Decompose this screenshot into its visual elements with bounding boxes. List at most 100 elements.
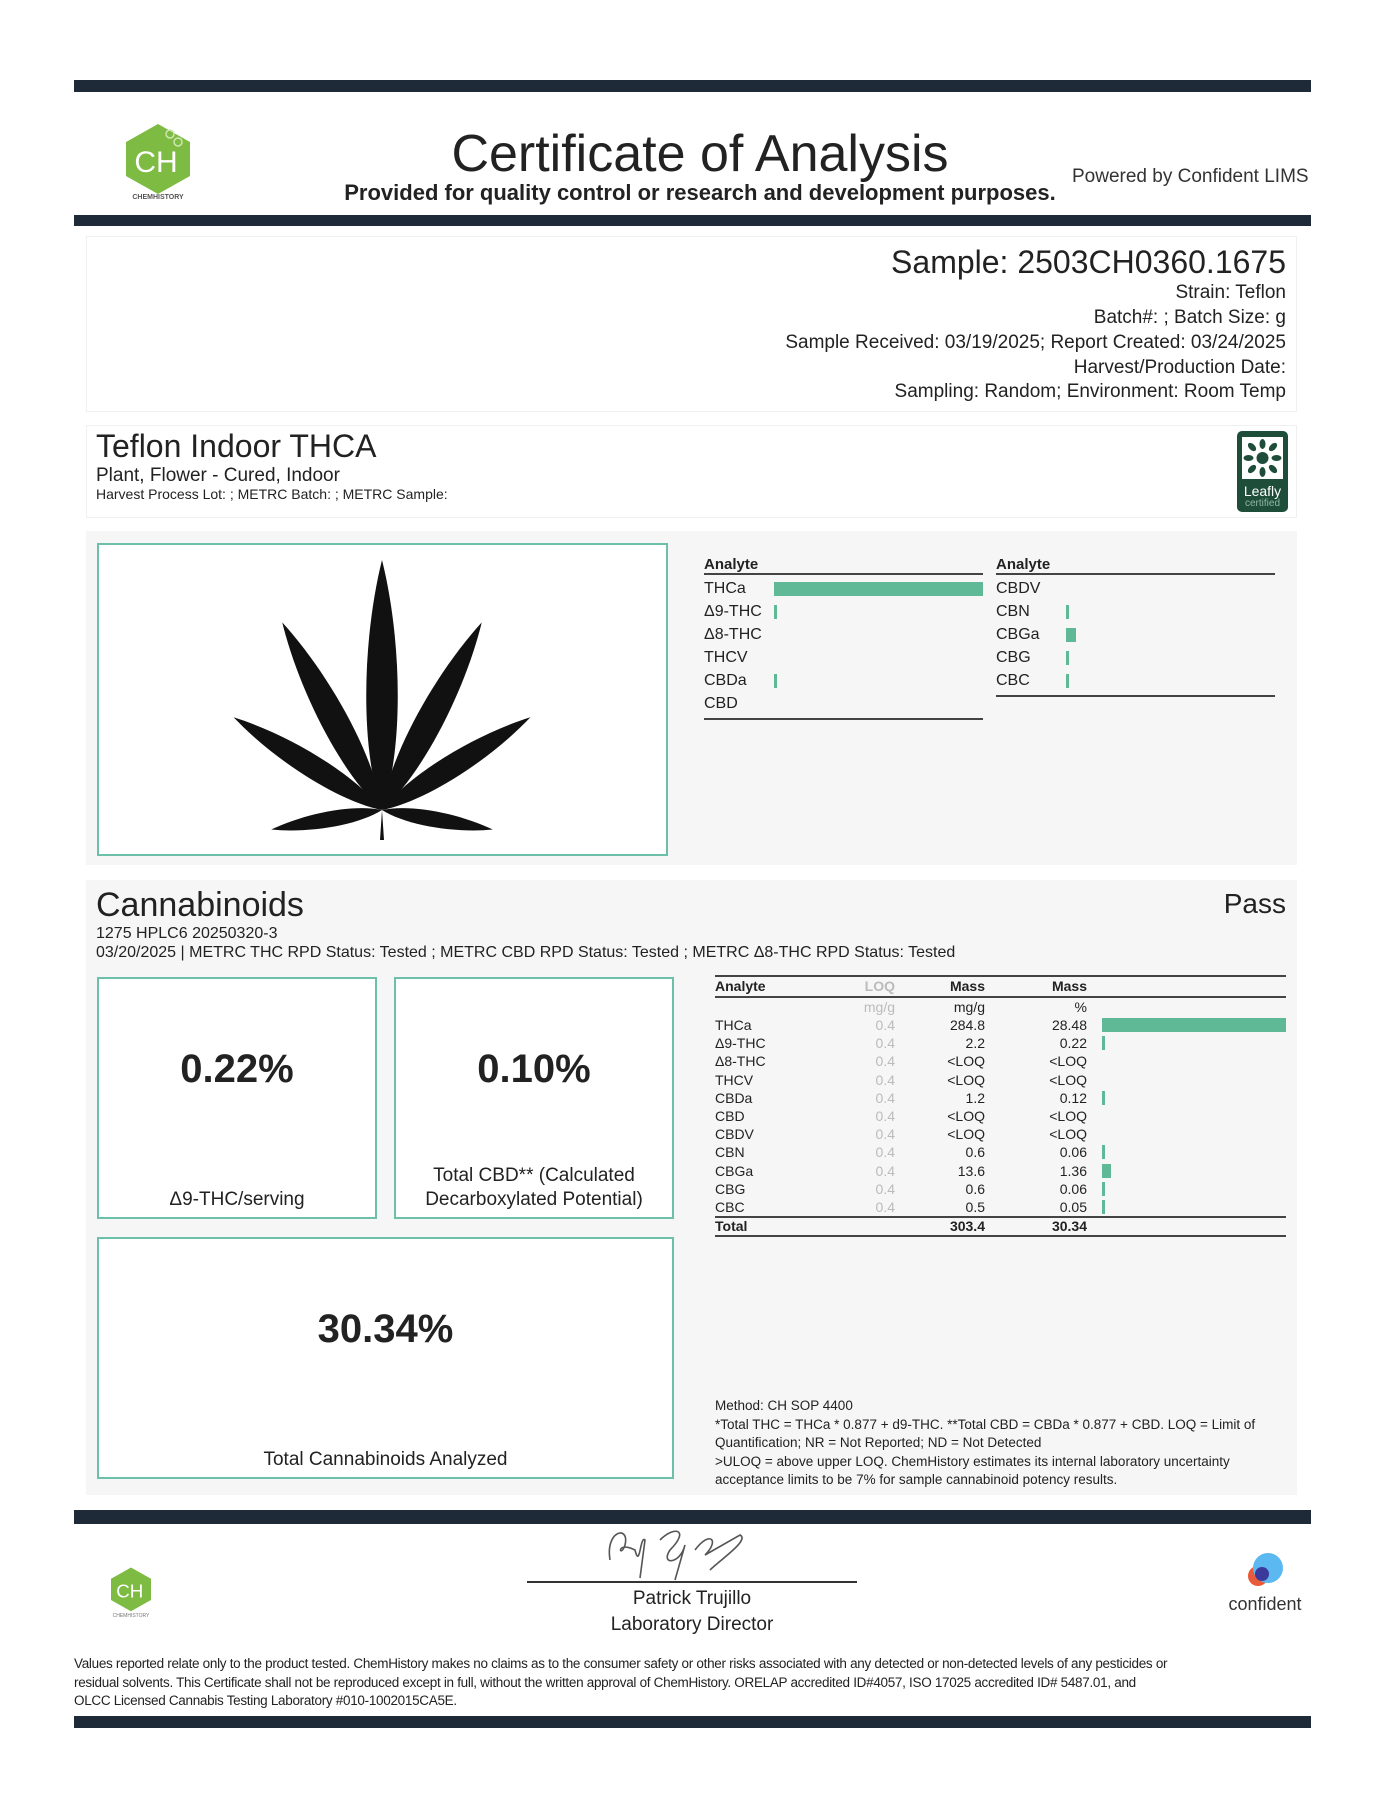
table-cell: 0.4 bbox=[875, 1071, 895, 1088]
leafly-sun-icon bbox=[1242, 437, 1283, 479]
table-cell: Δ8-THC bbox=[715, 1053, 766, 1070]
confident-logo: confident bbox=[1220, 1548, 1310, 1618]
total-cbd-box: 0.10% Total CBD** (Calculated Decarboxyl… bbox=[394, 977, 674, 1219]
hexagon-logo-icon: CH bbox=[126, 124, 190, 194]
table-cell: 303.4 bbox=[949, 1218, 985, 1234]
table-row: CBGa 0.4 13.6 1.36 bbox=[715, 1162, 1286, 1180]
table-cell: <LOQ bbox=[1049, 1053, 1087, 1070]
disclaimer-line: Values reported relate only to the produ… bbox=[74, 1656, 1168, 1671]
table-cell: 0.4 bbox=[875, 1035, 895, 1052]
table-cell: <LOQ bbox=[947, 1071, 985, 1088]
disclaimer-line: residual solvents. This Certificate shal… bbox=[74, 1674, 1136, 1690]
analyte-name: CBG bbox=[996, 649, 1031, 666]
leaflet bbox=[271, 808, 382, 831]
d9-thc-serving-label: Δ9-THC/serving bbox=[169, 1189, 305, 1210]
rpd-status-line: 03/20/2025 | METRC THC RPD Status: Teste… bbox=[96, 944, 956, 961]
product-name: Teflon Indoor THCA bbox=[96, 428, 377, 464]
d9-thc-serving-box: 0.22% Δ9-THC/serving bbox=[97, 977, 377, 1219]
summary-row: CBDV bbox=[996, 578, 1275, 600]
table-cell: CBN bbox=[715, 1144, 745, 1161]
table-top-rule bbox=[715, 975, 1286, 977]
analyte-bar bbox=[774, 582, 983, 596]
table-cell: 1.2 bbox=[965, 1089, 985, 1106]
logo-caption: CHEMHISTORY bbox=[112, 1613, 150, 1619]
table-cell: CBD bbox=[715, 1108, 745, 1124]
table-units: mg/g mg/g% bbox=[715, 998, 1286, 1016]
table-row: CBC 0.4 0.5 0.05 bbox=[715, 1198, 1286, 1216]
table-cell: 0.4 bbox=[875, 1017, 895, 1033]
harvest-date: Harvest/Production Date: bbox=[1073, 357, 1286, 378]
mass-bar bbox=[1102, 1163, 1111, 1178]
cannabis-leaf-icon bbox=[233, 560, 531, 840]
summary-row: CBN bbox=[996, 601, 1275, 623]
table-header: Analyte LOQ Mass Mass bbox=[715, 977, 1286, 995]
mass-bar bbox=[1102, 1018, 1286, 1032]
table-total-row: Total 303.4 30.34 bbox=[715, 1217, 1286, 1235]
footer-rule bbox=[74, 1510, 1311, 1524]
sample-strain: Strain: Teflon bbox=[1175, 282, 1286, 303]
note-line: acceptance limits to be 7% for sample ca… bbox=[715, 1472, 1118, 1487]
leaflet bbox=[366, 560, 398, 810]
table-row: CBN 0.4 0.6 0.06 bbox=[715, 1143, 1286, 1161]
summary-row: THCa bbox=[704, 578, 983, 600]
table-cell: 0.4 bbox=[875, 1180, 895, 1197]
analyte-bar bbox=[1066, 651, 1069, 665]
divider bbox=[996, 695, 1275, 697]
table-cell: CBG bbox=[715, 1180, 746, 1197]
signature-line bbox=[527, 1581, 857, 1583]
table-cell: 0.06 bbox=[1059, 1144, 1087, 1161]
summary-row: THCV bbox=[704, 647, 983, 669]
table-cell: 0.4 bbox=[875, 1053, 895, 1070]
mass-bar bbox=[1102, 1200, 1105, 1214]
table-cell: 0.5 bbox=[965, 1199, 985, 1215]
table-cell: 0.4 bbox=[875, 1144, 895, 1161]
svg-text:CH: CH bbox=[134, 146, 177, 179]
leaflet bbox=[233, 717, 382, 810]
leaflet bbox=[382, 717, 531, 810]
table-cell: <LOQ bbox=[1049, 1126, 1087, 1143]
page-title: Certificate of Analysis bbox=[451, 125, 949, 183]
table-cell: Mass bbox=[949, 978, 985, 994]
table-row: THCa 0.4 284.8 28.48 bbox=[715, 1016, 1286, 1034]
mass-bar bbox=[1102, 1036, 1105, 1051]
summary-row: CBD bbox=[704, 693, 983, 715]
footer-chemhistory-logo: CH CHEMHISTORY bbox=[106, 1565, 156, 1620]
total-cbd-label-1: Total CBD** (Calculated bbox=[433, 1165, 635, 1186]
confident-wordmark: confident bbox=[1228, 1594, 1302, 1614]
table-cell: THCV bbox=[715, 1071, 754, 1088]
table-cell: 0.12 bbox=[1059, 1089, 1087, 1106]
leafly-certified-badge: Leafly certified bbox=[1237, 431, 1288, 512]
table-cell: Analyte bbox=[715, 978, 766, 994]
instrument-line: 1275 HPLC6 20250320-3 bbox=[96, 925, 278, 942]
cannabinoids-title: Cannabinoids bbox=[96, 886, 304, 924]
analyte-bar bbox=[1066, 628, 1076, 642]
table-row: THCV 0.4 <LOQ <LOQ bbox=[715, 1071, 1286, 1089]
table-cell: mg/g bbox=[863, 999, 895, 1015]
table-cell: 0.4 bbox=[875, 1126, 895, 1143]
hexagon-logo-icon: CH bbox=[111, 1567, 151, 1612]
table-row: CBG 0.4 0.6 0.06 bbox=[715, 1180, 1286, 1198]
confident-logo-icon bbox=[1248, 1553, 1283, 1586]
table-cell: <LOQ bbox=[1049, 1071, 1087, 1088]
analyte-name: CBGa bbox=[996, 626, 1040, 643]
analyte-name: Δ9-THC bbox=[704, 603, 762, 620]
summary-row: Δ9-THC bbox=[704, 601, 983, 623]
table-cell: <LOQ bbox=[947, 1126, 985, 1143]
leaflet bbox=[382, 808, 493, 831]
table-cell: 0.4 bbox=[875, 1108, 895, 1124]
table-row: Δ8-THC 0.4 <LOQ <LOQ bbox=[715, 1052, 1286, 1070]
table-cell: 0.22 bbox=[1059, 1035, 1087, 1052]
table-cell: Δ9-THC bbox=[715, 1035, 766, 1052]
table-cell: <LOQ bbox=[947, 1053, 985, 1070]
header-rule bbox=[74, 215, 1311, 226]
signer-title: Laboratory Director bbox=[610, 1614, 774, 1635]
table-cell: 0.4 bbox=[875, 1199, 895, 1215]
analyte-bar bbox=[1066, 674, 1069, 688]
table-cell: CBGa bbox=[715, 1162, 754, 1179]
table-cell: mg/g bbox=[953, 999, 985, 1015]
analyte-name: CBDa bbox=[704, 672, 747, 689]
powered-by: Powered by Confident LIMS bbox=[1072, 166, 1309, 187]
chemhistory-logo: CH CHEMHISTORY bbox=[118, 120, 198, 201]
sample-panel bbox=[86, 236, 1297, 412]
product-lot: Harvest Process Lot: ; METRC Batch: ; ME… bbox=[96, 486, 448, 502]
